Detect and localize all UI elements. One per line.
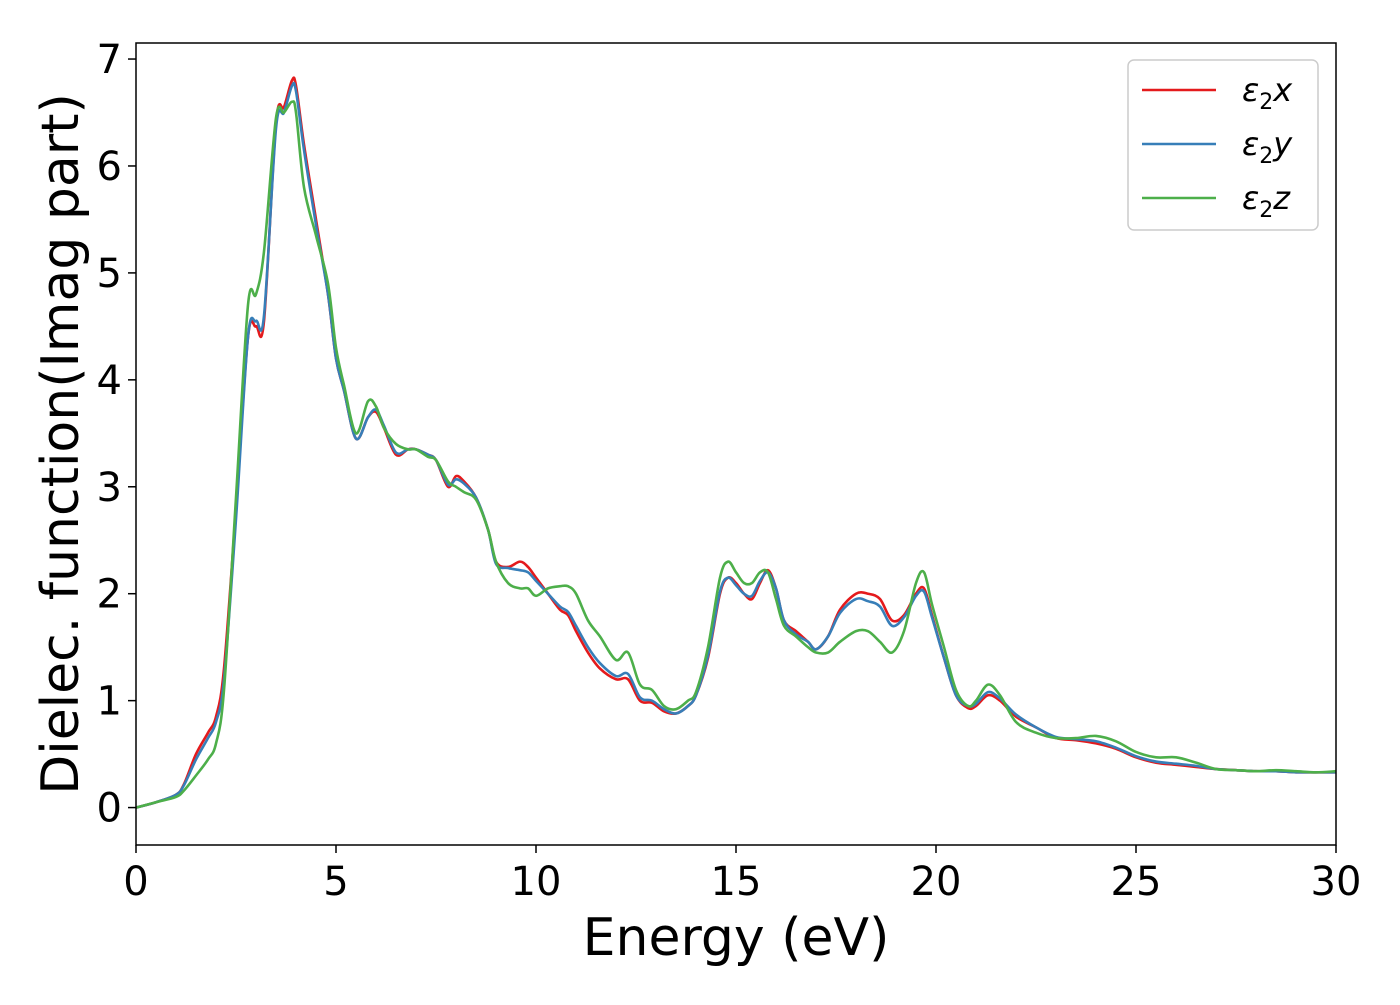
x-axis-title: Energy (eV)	[583, 908, 890, 968]
y-tick-label: 3	[97, 465, 122, 511]
series-line-y	[136, 81, 1336, 809]
x-tick-label: 30	[1311, 859, 1362, 905]
x-tick-label: 15	[711, 859, 762, 905]
y-tick-label: 6	[97, 144, 122, 190]
x-tick-label: 0	[123, 859, 148, 905]
x-tick-label: 20	[911, 859, 962, 905]
y-axis-title: Dielec. function(Imag part)	[31, 93, 91, 795]
x-tick-label: 25	[1111, 859, 1162, 905]
y-tick-label: 7	[97, 37, 122, 83]
legend-label-x: ε2x	[1242, 71, 1293, 115]
legend-frame	[1127, 59, 1319, 231]
plot-lines	[136, 76, 1336, 809]
legend: ε2x ε2y ε2z	[1127, 59, 1319, 231]
y-tick-label: 2	[97, 572, 122, 618]
x-tick-label: 10	[511, 859, 562, 905]
x-axis: 0 5 10 15 20 25 30	[123, 845, 1361, 905]
y-tick-label: 4	[97, 358, 122, 404]
y-tick-label: 5	[97, 251, 122, 297]
series-line-z	[136, 100, 1336, 809]
legend-label-z: ε2z	[1242, 179, 1291, 223]
legend-label-y: ε2y	[1242, 125, 1293, 169]
y-tick-label: 1	[97, 679, 122, 725]
x-tick-label: 5	[323, 859, 348, 905]
y-axis: 0 1 2 3 4 5 6 7	[97, 37, 136, 832]
y-tick-label: 0	[97, 786, 122, 832]
